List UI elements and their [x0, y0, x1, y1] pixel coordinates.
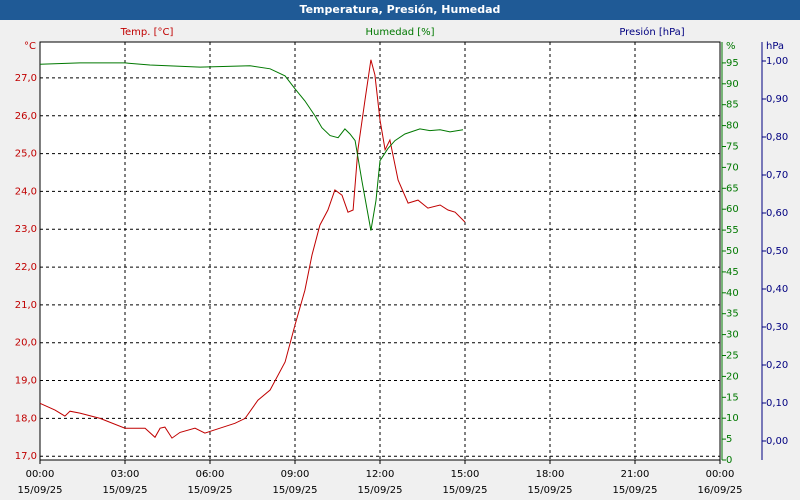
chart-title: Temperatura, Presión, Humedad [300, 3, 501, 16]
y2-tick-label: 55 [726, 225, 739, 236]
y2-tick-label: 30 [726, 330, 739, 341]
y2-tick-label: 20 [726, 371, 739, 382]
x-tick-label: 15:00 [451, 469, 480, 480]
y3-tick-label: 0,90 [766, 94, 788, 105]
x-tick-label: 12:00 [366, 469, 395, 480]
title-bar [0, 0, 800, 20]
y2-tick-label: 25 [726, 351, 739, 362]
y-tick-label: 21,0 [15, 300, 37, 311]
y-tick-label: 27,0 [15, 73, 37, 84]
x-tick-label: 03:00 [111, 469, 140, 480]
y3-tick-label: 0,40 [766, 284, 788, 295]
series-line [39, 62, 464, 231]
y3-tick-label: 0,50 [766, 246, 788, 257]
y-unit: °C [24, 41, 36, 52]
x-tick-date: 15/09/25 [358, 485, 403, 496]
x-tick-label: 06:00 [196, 469, 225, 480]
y2-tick-label: 15 [726, 392, 739, 403]
x-tick-date: 15/09/25 [613, 485, 658, 496]
y2-tick-label: 10 [726, 413, 739, 424]
y3-tick-label: 1,00 [766, 56, 788, 67]
y-tick-label: 26,0 [15, 111, 37, 122]
legend-label: Presión [hPa] [619, 26, 684, 38]
x-tick-date: 15/09/25 [18, 485, 63, 496]
x-tick-label: 00:00 [706, 469, 735, 480]
legend-label: Temp. [°C] [120, 27, 174, 38]
y2-tick-label: 60 [726, 204, 739, 215]
y3-tick-label: 0,10 [766, 398, 788, 409]
y-tick-label: 17,0 [15, 451, 37, 462]
y2-tick-label: 35 [726, 309, 739, 320]
x-tick-date: 15/09/25 [528, 485, 573, 496]
y2-tick-label: 90 [726, 79, 739, 90]
y3-tick-label: 0,80 [766, 132, 788, 143]
x-tick-date: 15/09/25 [273, 485, 318, 496]
y-tick-label: 20,0 [15, 338, 37, 349]
y2-tick-label: 65 [726, 183, 739, 194]
y-tick-label: 23,0 [15, 224, 37, 235]
y2-tick-label: 5 [726, 434, 732, 445]
y2-tick-label: 40 [726, 288, 739, 299]
y3-tick-label: 0,60 [766, 208, 788, 219]
x-tick-date: 16/09/25 [698, 485, 743, 496]
x-tick-date: 15/09/25 [103, 485, 148, 496]
y2-tick-label: 75 [726, 142, 739, 153]
y2-tick-label: 85 [726, 100, 739, 111]
x-tick-label: 18:00 [536, 469, 565, 480]
y2-tick-label: 95 [726, 58, 739, 69]
y-tick-label: 18,0 [15, 413, 37, 424]
y3-tick-label: 0,20 [766, 360, 788, 371]
x-tick-date: 15/09/25 [188, 485, 233, 496]
legend-label: Humedad [%] [365, 27, 434, 38]
y-tick-label: 25,0 [15, 149, 37, 160]
y2-tick-label: 45 [726, 267, 739, 278]
y3-tick-label: 0,00 [766, 436, 788, 447]
y2-tick-label: 50 [726, 246, 739, 257]
series-line [39, 59, 466, 439]
y2-tick-label: 0 [726, 455, 732, 466]
y2-tick-label: 80 [726, 121, 739, 132]
y-tick-label: 24,0 [15, 186, 37, 197]
x-tick-label: 21:00 [621, 469, 650, 480]
x-tick-label: 00:00 [26, 469, 55, 480]
y2-tick-label: 70 [726, 162, 739, 173]
y3-tick-label: 0,30 [766, 322, 788, 333]
y3-unit: hPa [766, 41, 784, 52]
y2-unit: % [726, 41, 736, 52]
x-tick-label: 09:00 [281, 469, 310, 480]
y3-tick-label: 0,70 [766, 170, 788, 181]
y-tick-label: 22,0 [15, 262, 37, 273]
x-tick-date: 15/09/25 [443, 485, 488, 496]
y-tick-label: 19,0 [15, 376, 37, 387]
